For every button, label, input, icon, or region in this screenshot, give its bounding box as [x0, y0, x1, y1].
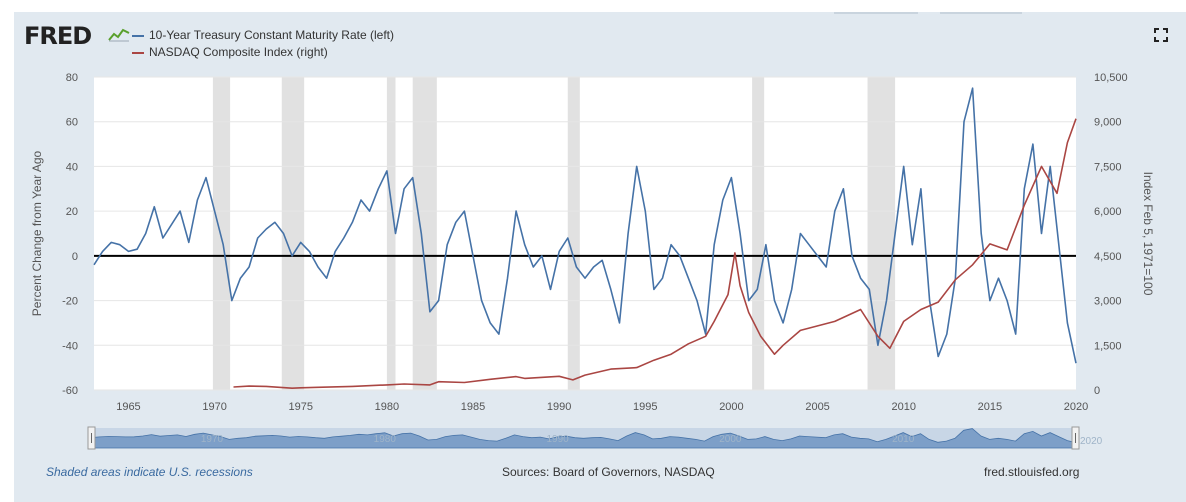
y-left-tick-label: 0	[72, 251, 78, 263]
legend-swatch	[132, 51, 144, 54]
fullscreen-icon[interactable]	[1154, 28, 1168, 42]
y-right-tick-label: 7,500	[1094, 161, 1122, 173]
legend-label: NASDAQ Composite Index (right)	[149, 45, 328, 59]
navigator-label: 2000	[719, 434, 742, 445]
y-left-tick-label: -20	[62, 296, 78, 308]
x-tick-label: 1985	[461, 401, 485, 413]
plot-area	[94, 77, 1076, 390]
x-tick-label: 1975	[288, 401, 312, 413]
y-right-tick-label: 1,500	[1094, 340, 1122, 352]
y-left-axis-label: Percent Change from Year Ago	[30, 150, 44, 316]
recession-band	[212, 77, 231, 390]
y-right-tick-label: 6,000	[1094, 206, 1122, 218]
navigator-label: 1990	[546, 434, 569, 445]
fred-logo[interactable]: FRED	[24, 22, 92, 50]
recession-band	[386, 77, 396, 390]
legend-label: 10-Year Treasury Constant Maturity Rate …	[149, 28, 394, 42]
recession-band	[752, 77, 765, 390]
series-line-0[interactable]	[93, 87, 1077, 364]
y-right-tick-label: 10,500	[1094, 72, 1128, 84]
chart-frame: FRED 10-Year Treasury Constant Maturity …	[14, 12, 1186, 502]
x-tick-label: 1980	[375, 401, 399, 413]
recession-band	[281, 77, 305, 390]
recession-note[interactable]: Shaded areas indicate U.S. recessions	[46, 465, 253, 479]
series-line-1[interactable]	[233, 118, 1077, 390]
x-tick-label: 2015	[978, 401, 1002, 413]
y-right-tick-label: 3,000	[1094, 296, 1122, 308]
y-left-tick-label: 40	[66, 161, 78, 173]
legend-item-treasury[interactable]: 10-Year Treasury Constant Maturity Rate …	[132, 28, 394, 42]
site-link[interactable]: fred.stlouisfed.org	[984, 465, 1080, 479]
x-tick-label: 1990	[547, 401, 571, 413]
navigator-label: 2010	[892, 434, 915, 445]
recession-band	[867, 77, 896, 390]
navigator-label: 1980	[374, 434, 397, 445]
x-tick-label: 1965	[116, 401, 140, 413]
x-tick-label: 1995	[633, 401, 657, 413]
y-right-tick-label: 0	[1094, 385, 1100, 397]
navigator-label: 1970	[201, 434, 224, 445]
y-left-tick-label: 60	[66, 117, 78, 129]
y-left-tick-label: 80	[66, 72, 78, 84]
recession-band	[412, 77, 437, 390]
x-tick-label: 2005	[805, 401, 829, 413]
y-left-tick-label: -40	[62, 340, 78, 352]
x-tick-label: 2010	[891, 401, 915, 413]
x-tick-label: 1970	[202, 401, 226, 413]
navigator-end-label: 2020	[1080, 436, 1103, 447]
recession-band	[567, 77, 580, 390]
legend-item-nasdaq[interactable]: NASDAQ Composite Index (right)	[132, 45, 328, 59]
top-control[interactable]	[940, 12, 1022, 14]
y-right-tick-label: 9,000	[1094, 117, 1122, 129]
chart-line-icon	[108, 26, 130, 42]
x-tick-label: 2000	[719, 401, 743, 413]
navigator-series	[90, 428, 1077, 449]
y-left-tick-label: -60	[62, 385, 78, 397]
legend-swatch	[132, 34, 144, 37]
x-tick-label: 2020	[1064, 401, 1088, 413]
top-control[interactable]	[834, 12, 918, 14]
sources-note: Sources: Board of Governors, NASDAQ	[502, 465, 715, 479]
y-right-axis-label: Index Feb 5, 1971=100	[1141, 172, 1155, 296]
y-left-tick-label: 20	[66, 206, 78, 218]
y-right-tick-label: 4,500	[1094, 251, 1122, 263]
chart: 1965 1970 1975 1980 1985 1990 1995 2000 2005 2010…	[30, 72, 1155, 450]
